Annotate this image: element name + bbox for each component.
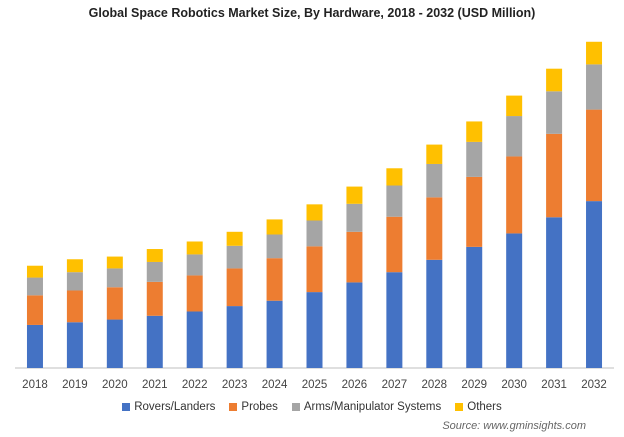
legend-swatch-rovers-landers bbox=[122, 403, 131, 411]
legend-item-probes: Probes bbox=[229, 401, 278, 413]
bar-segment-2030-arms-manipulator-systems bbox=[506, 116, 523, 157]
x-tick-label-2030: 2030 bbox=[501, 379, 527, 391]
bar-segment-2019-arms-manipulator-systems bbox=[66, 272, 83, 291]
bar-segment-2018-others bbox=[26, 265, 43, 278]
bar-segment-2022-arms-manipulator-systems bbox=[186, 254, 203, 276]
bar-segment-2029-arms-manipulator-systems bbox=[466, 141, 483, 177]
x-tick-label-2028: 2028 bbox=[422, 379, 448, 391]
bar-segment-2032-arms-manipulator-systems bbox=[586, 64, 603, 110]
bar-segment-2026-probes bbox=[346, 231, 363, 283]
x-tick-label-2019: 2019 bbox=[62, 379, 88, 391]
bar-segment-2020-rovers-landers bbox=[106, 319, 123, 368]
legend-label-probes: Probes bbox=[241, 401, 278, 413]
bar-segment-2025-others bbox=[306, 204, 323, 221]
x-tick-label-2021: 2021 bbox=[142, 379, 168, 391]
bar-segment-2020-others bbox=[106, 256, 123, 269]
legend-label-others: Others bbox=[467, 401, 502, 413]
bar-segment-2027-probes bbox=[386, 216, 403, 273]
bar-segment-2030-rovers-landers bbox=[506, 233, 523, 368]
bar-segment-2026-arms-manipulator-systems bbox=[346, 203, 363, 232]
bar-segment-2022-probes bbox=[186, 275, 203, 312]
bar-segment-2029-rovers-landers bbox=[466, 246, 483, 369]
bar-segment-2019-probes bbox=[66, 290, 83, 323]
x-tick-label-2022: 2022 bbox=[182, 379, 208, 391]
x-tick-labels: 2018 2019 2020 2021 2022 2023 2024 2025 2026 2027… bbox=[22, 379, 607, 391]
bar-segment-2022-others bbox=[186, 241, 203, 255]
bar-segment-2032-probes bbox=[586, 109, 603, 202]
legend-item-rovers-landers: Rovers/Landers bbox=[122, 401, 215, 413]
bar-segment-2018-probes bbox=[26, 295, 43, 325]
legend-item-others: Others bbox=[455, 401, 502, 413]
x-tick-label-2025: 2025 bbox=[302, 379, 328, 391]
bar-segment-2023-arms-manipulator-systems bbox=[226, 245, 243, 269]
x-tick-label-2020: 2020 bbox=[102, 379, 128, 391]
bar-segment-2027-others bbox=[386, 168, 403, 186]
legend-label-rovers-landers: Rovers/Landers bbox=[134, 401, 216, 413]
bar-segment-2022-rovers-landers bbox=[186, 311, 203, 368]
x-tick-label-2032: 2032 bbox=[581, 379, 607, 391]
bar-segment-2024-arms-manipulator-systems bbox=[266, 234, 283, 259]
bar-segment-2029-probes bbox=[466, 176, 483, 247]
bar-segment-2031-others bbox=[546, 68, 563, 92]
bar-segment-2027-arms-manipulator-systems bbox=[386, 185, 403, 217]
bar-segment-2031-arms-manipulator-systems bbox=[546, 91, 563, 134]
bar-segment-2026-others bbox=[346, 186, 363, 204]
legend-swatch-arms-manipulator-systems bbox=[291, 403, 300, 411]
chart-title: Global Space Robotics Market Size, By Ha… bbox=[88, 6, 536, 20]
bar-segment-2020-arms-manipulator-systems bbox=[106, 268, 123, 288]
bar-segment-2018-arms-manipulator-systems bbox=[26, 277, 43, 296]
bars-layer bbox=[26, 41, 603, 369]
x-tick-label-2027: 2027 bbox=[382, 379, 408, 391]
bar-segment-2023-probes bbox=[226, 268, 243, 307]
bar-segment-2021-arms-manipulator-systems bbox=[146, 261, 163, 282]
bar-segment-2018-rovers-landers bbox=[26, 324, 43, 368]
legend-item-arms-manipulator-systems: Arms/Manipulator Systems bbox=[291, 401, 442, 413]
x-tick-label-2029: 2029 bbox=[461, 379, 487, 391]
bar-segment-2019-others bbox=[66, 259, 83, 273]
bar-segment-2028-rovers-landers bbox=[426, 259, 443, 368]
bar-segment-2021-others bbox=[146, 249, 163, 262]
x-tick-label-2024: 2024 bbox=[262, 379, 288, 391]
bar-segment-2031-rovers-landers bbox=[546, 217, 563, 368]
source-note: Source: www.gminsights.com bbox=[442, 420, 586, 432]
legend-label-arms-manipulator-systems: Arms/Manipulator Systems bbox=[303, 401, 442, 413]
bar-segment-2019-rovers-landers bbox=[66, 322, 83, 368]
legend-swatch-probes bbox=[229, 403, 238, 411]
bar-segment-2032-others bbox=[586, 41, 603, 65]
bar-segment-2030-others bbox=[506, 95, 523, 117]
bar-segment-2031-probes bbox=[546, 133, 563, 218]
x-tick-label-2031: 2031 bbox=[541, 379, 567, 391]
bar-segment-2021-probes bbox=[146, 281, 163, 316]
bar-segment-2024-probes bbox=[266, 258, 283, 301]
bar-segment-2030-probes bbox=[506, 156, 523, 234]
bar-segment-2025-probes bbox=[306, 246, 323, 293]
bar-segment-2023-others bbox=[226, 231, 243, 246]
bar-segment-2027-rovers-landers bbox=[386, 272, 403, 368]
x-tick-label-2026: 2026 bbox=[342, 379, 368, 391]
bar-segment-2025-arms-manipulator-systems bbox=[306, 220, 323, 247]
bar-segment-2024-rovers-landers bbox=[266, 300, 283, 368]
bar-segment-2023-rovers-landers bbox=[226, 306, 243, 368]
bar-segment-2025-rovers-landers bbox=[306, 292, 323, 369]
x-tick-label-2018: 2018 bbox=[22, 379, 48, 391]
bar-segment-2028-probes bbox=[426, 197, 443, 260]
bar-segment-2028-arms-manipulator-systems bbox=[426, 163, 443, 198]
legend-swatch-others bbox=[455, 403, 464, 411]
bar-segment-2026-rovers-landers bbox=[346, 282, 363, 368]
bar-segment-2020-probes bbox=[106, 287, 123, 320]
bar-segment-2028-others bbox=[426, 144, 443, 164]
legend: Rovers/Landers Probes Arms/Manipulator Sys… bbox=[0, 401, 624, 413]
bar-segment-2021-rovers-landers bbox=[146, 315, 163, 368]
bar-segment-2024-others bbox=[266, 219, 283, 235]
bar-segment-2032-rovers-landers bbox=[586, 201, 603, 368]
bar-segment-2029-others bbox=[466, 121, 483, 142]
x-tick-label-2023: 2023 bbox=[222, 379, 248, 391]
